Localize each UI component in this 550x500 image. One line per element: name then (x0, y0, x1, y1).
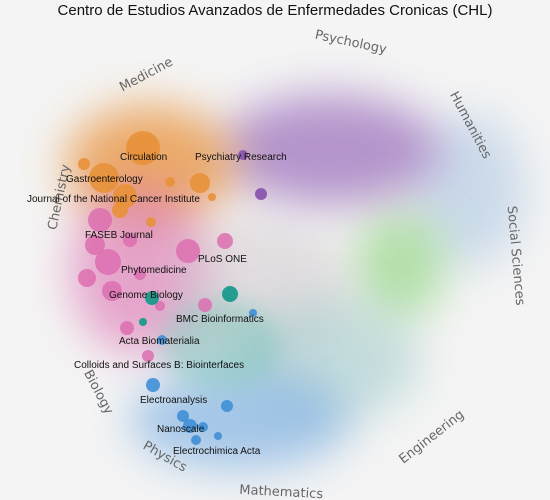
bubble[interactable] (221, 400, 233, 412)
bubble[interactable] (157, 335, 167, 345)
journal-label-circulation[interactable]: Circulation (120, 152, 167, 163)
bubble[interactable] (238, 150, 248, 160)
bubble[interactable] (89, 163, 119, 193)
bubble[interactable] (190, 173, 210, 193)
bubble[interactable] (120, 321, 134, 335)
discipline-label-engineering: Engineering (396, 407, 467, 467)
bubble[interactable] (165, 177, 175, 187)
journal-label-gastroenterology[interactable]: Gastroenterology (66, 174, 143, 185)
bubble[interactable] (112, 202, 128, 218)
discipline-label-mathematics: Mathematics (239, 483, 324, 500)
bubble[interactable] (126, 131, 160, 165)
bubble[interactable] (123, 233, 137, 247)
bubble[interactable] (255, 188, 267, 200)
density-blob-physics (130, 370, 350, 470)
journal-label-electroanalysis[interactable]: Electroanalysis (140, 395, 207, 406)
bubble[interactable] (176, 239, 200, 263)
journal-label-bmc-bioinformatics[interactable]: BMC Bioinformatics (176, 314, 264, 325)
bubble[interactable] (139, 318, 147, 326)
journal-label-faseb-journal[interactable]: FASEB Journal (85, 230, 153, 241)
journal-label-acta-biomaterialia[interactable]: Acta Biomaterialia (119, 336, 200, 347)
journal-labels: Circulation Psychiatry Research Gastroen… (27, 152, 287, 457)
density-blob-biotech (160, 300, 280, 390)
journal-label-colloids-surfaces-b[interactable]: Colloids and Surfaces B: Biointerfaces (74, 360, 244, 371)
bubble[interactable] (217, 233, 233, 249)
bubble[interactable] (78, 158, 90, 170)
bubble[interactable] (102, 281, 122, 301)
bubble[interactable] (155, 301, 165, 311)
bubble[interactable] (146, 217, 156, 227)
journal-label-psychiatry-research[interactable]: Psychiatry Research (195, 152, 287, 163)
bubble[interactable] (145, 291, 159, 305)
bubble[interactable] (198, 298, 212, 312)
bubble[interactable] (88, 208, 112, 232)
journal-label-jnci[interactable]: Journal of the National Cancer Institute (27, 194, 200, 205)
bubble[interactable] (222, 286, 238, 302)
bubble[interactable] (177, 410, 189, 422)
bubble[interactable] (214, 432, 222, 440)
discipline-label-medicine: Medicine (117, 55, 175, 96)
journal-bubbles (78, 131, 267, 445)
density-blob-psychology (220, 95, 440, 205)
bubble[interactable] (78, 269, 96, 287)
journal-label-nanoscale[interactable]: Nanoscale (157, 424, 205, 435)
bubble[interactable] (113, 184, 137, 208)
bubble[interactable] (183, 419, 197, 433)
discipline-label-psychology: Psychology (313, 28, 388, 58)
bubble[interactable] (95, 249, 121, 275)
bubble[interactable] (198, 422, 208, 432)
density-background (65, 95, 525, 470)
bubble[interactable] (85, 235, 105, 255)
bubble[interactable] (134, 268, 146, 280)
discipline-label-social-sciences: Social Sciences (504, 205, 528, 306)
map-title: Centro de Estudios Avanzados de Enfermed… (57, 2, 493, 19)
discipline-label-biology: Biology (80, 368, 116, 418)
density-blob-humanities (415, 115, 525, 265)
bubble[interactable] (249, 309, 257, 317)
bubble[interactable] (142, 350, 154, 362)
bubble[interactable] (146, 378, 160, 392)
journal-label-electrochimica-acta[interactable]: Electrochimica Acta (173, 446, 261, 457)
journal-label-genome-biology[interactable]: Genome Biology (109, 290, 183, 301)
bubble[interactable] (208, 193, 216, 201)
journal-label-phytomedicine[interactable]: Phytomedicine (121, 265, 187, 276)
bubble[interactable] (191, 435, 201, 445)
journal-label-plos-one[interactable]: PLoS ONE (198, 254, 247, 265)
density-blob-social-sciences (355, 210, 445, 320)
